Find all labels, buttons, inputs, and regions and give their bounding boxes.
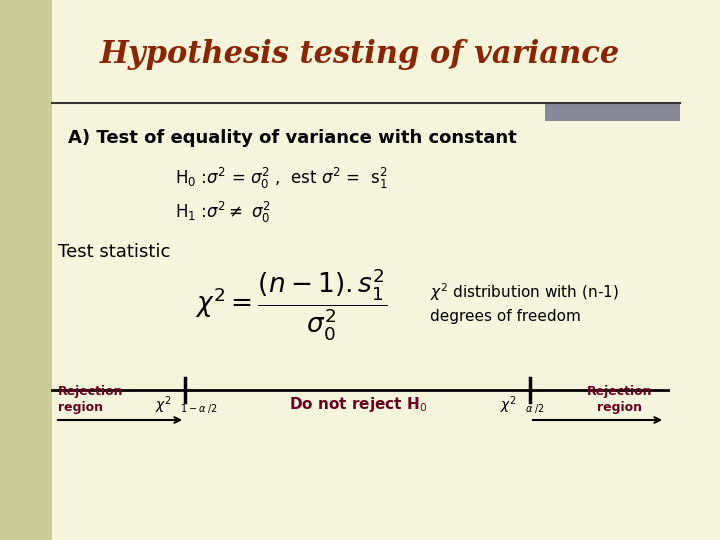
Text: H$_1$ :$\sigma^2$$\neq$ $\sigma^2_0$: H$_1$ :$\sigma^2$$\neq$ $\sigma^2_0$: [175, 199, 271, 225]
Text: degrees of freedom: degrees of freedom: [430, 308, 581, 323]
Text: Rejection
region: Rejection region: [588, 386, 653, 415]
Text: $\chi^2 = \dfrac{(n-1).s_1^2}{\sigma_0^2}$: $\chi^2 = \dfrac{(n-1).s_1^2}{\sigma_0^2…: [195, 267, 387, 343]
Text: H$_0$ :$\sigma^2$ = $\sigma^2_0$ ,  est $\sigma^2$ =  s$_1^2$: H$_0$ :$\sigma^2$ = $\sigma^2_0$ , est $…: [175, 165, 387, 191]
Text: $\chi^2$ distribution with (n-1): $\chi^2$ distribution with (n-1): [430, 281, 619, 303]
Text: A) Test of equality of variance with constant: A) Test of equality of variance with con…: [68, 129, 517, 147]
Text: $\chi^2$  $_{1-\alpha\ /2}$: $\chi^2$ $_{1-\alpha\ /2}$: [155, 394, 218, 416]
Text: Rejection
region: Rejection region: [58, 386, 124, 415]
Bar: [0, 0, 52, 540]
Text: $\chi^2$  $_{\alpha\ /2}$: $\chi^2$ $_{\alpha\ /2}$: [500, 394, 545, 416]
Text: Test statistic: Test statistic: [58, 243, 171, 261]
Text: Do not reject H$_0$: Do not reject H$_0$: [289, 395, 427, 415]
Bar: [545, 103, 680, 121]
Text: Hypothesis testing of variance: Hypothesis testing of variance: [100, 39, 620, 71]
